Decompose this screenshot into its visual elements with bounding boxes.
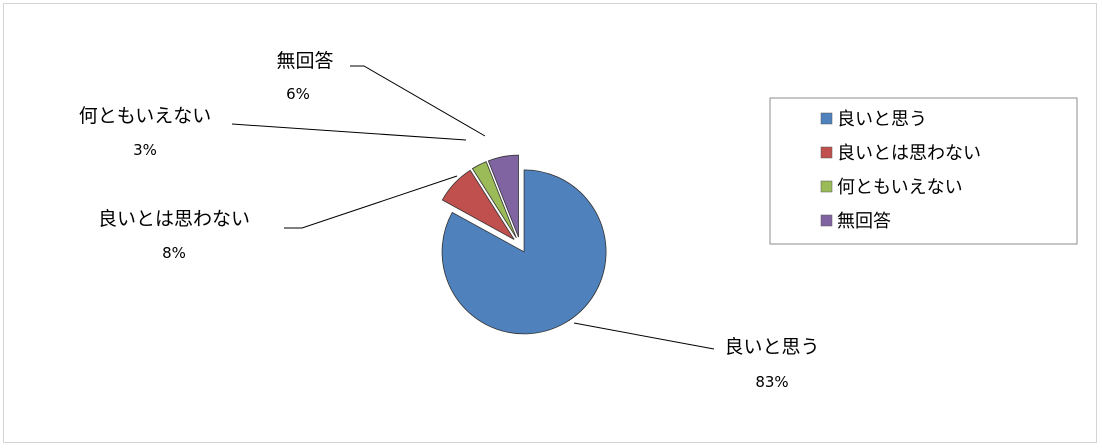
data-label-percent-1: 8%: [162, 244, 186, 262]
data-label-category-3: 無回答: [276, 50, 333, 72]
legend-swatch-3: [820, 214, 833, 227]
legend-swatch-1: [820, 146, 833, 159]
pie-slice-0: [441, 169, 607, 335]
leader-line-3: [350, 65, 486, 137]
legend: 良いと思う 良いとは思わない 何ともいえない 無回答: [769, 97, 1078, 245]
leader-line-0: [573, 322, 715, 350]
legend-swatch-2: [820, 180, 833, 193]
legend-label-1: 良いとは思わない: [837, 143, 981, 164]
legend-label-2: 何ともいえない: [837, 177, 963, 198]
legend-label-0: 良いと思う: [837, 109, 927, 130]
leader-line-1: [284, 175, 458, 229]
data-label-category-1: 良いとは思わない: [98, 208, 250, 230]
legend-label-3: 無回答: [837, 211, 891, 232]
data-label-percent-3: 6%: [286, 85, 310, 103]
data-label-category-2: 何ともいえない: [79, 105, 212, 127]
pie-slice-3: [487, 154, 519, 238]
pie-slice-1: [441, 169, 515, 240]
data-label-category-0: 良いと思う: [724, 336, 819, 358]
data-label-percent-2: 3%: [133, 141, 157, 159]
data-label-percent-0: 83%: [755, 373, 788, 391]
leader-line-2: [231, 123, 467, 141]
pie-slice-2: [471, 161, 517, 239]
legend-swatch-0: [820, 112, 833, 125]
